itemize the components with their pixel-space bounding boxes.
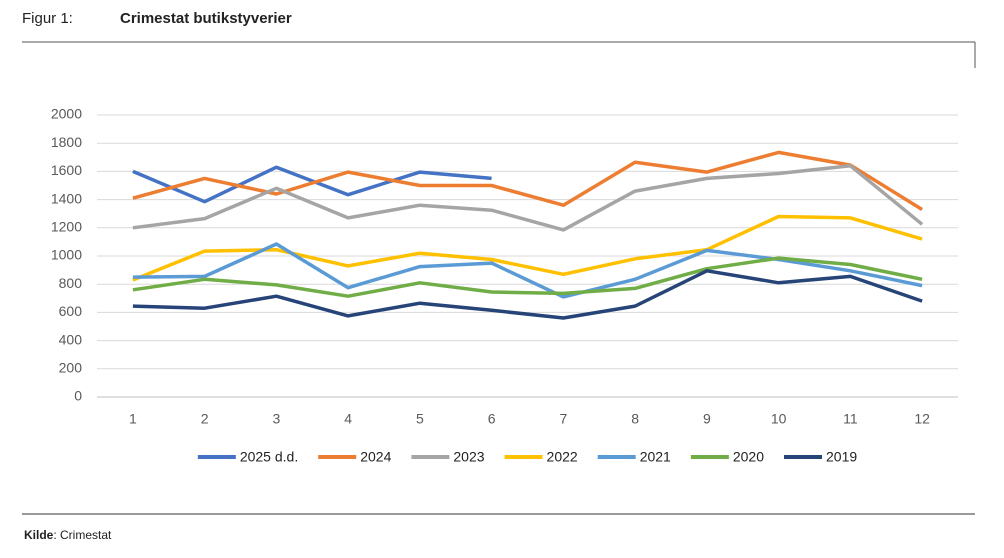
series-line bbox=[132, 269, 923, 320]
y-tick-label: 400 bbox=[59, 331, 83, 347]
y-tick-label: 1400 bbox=[51, 190, 82, 206]
series-line bbox=[132, 164, 924, 232]
series-line bbox=[132, 256, 923, 298]
y-tick-label: 2000 bbox=[51, 106, 82, 122]
y-tick-label: 800 bbox=[59, 275, 83, 291]
legend-label: 2025 d.d. bbox=[240, 449, 298, 465]
x-tick-label: 3 bbox=[272, 411, 280, 427]
x-tick-label: 2 bbox=[201, 411, 209, 427]
series-line bbox=[132, 150, 924, 211]
x-tick-label: 11 bbox=[843, 411, 858, 427]
x-tick-label: 8 bbox=[631, 411, 639, 427]
legend-label: 2024 bbox=[360, 449, 391, 465]
series-line bbox=[132, 214, 923, 282]
x-tick-label: 12 bbox=[914, 411, 930, 427]
y-tick-label: 0 bbox=[74, 388, 82, 404]
x-tick-label: 5 bbox=[416, 411, 424, 427]
series-line bbox=[132, 165, 492, 204]
y-tick-label: 1800 bbox=[51, 134, 82, 150]
legend-label: 2019 bbox=[826, 449, 857, 465]
x-tick-label: 6 bbox=[488, 411, 496, 427]
y-tick-label: 600 bbox=[59, 303, 83, 319]
x-tick-label: 10 bbox=[771, 411, 787, 427]
x-tick-label: 7 bbox=[559, 411, 567, 427]
x-tick-label: 9 bbox=[703, 411, 711, 427]
legend-label: 2020 bbox=[733, 449, 764, 465]
figure-label: Figur 1: bbox=[22, 10, 73, 27]
legend-label: 2021 bbox=[640, 449, 671, 465]
y-tick-label: 1000 bbox=[51, 247, 82, 263]
y-tick-label: 200 bbox=[59, 360, 83, 376]
source-text: : Crimestat bbox=[53, 528, 112, 542]
source: Kilde: Crimestat bbox=[24, 528, 112, 542]
chart-title: Crimestat butikstyverier bbox=[120, 10, 292, 27]
x-tick-label: 1 bbox=[129, 411, 137, 427]
legend-label: 2022 bbox=[547, 449, 578, 465]
series-line bbox=[132, 242, 923, 299]
source-label: Kilde bbox=[24, 528, 54, 542]
legend-label: 2023 bbox=[453, 449, 484, 465]
y-tick-label: 1600 bbox=[51, 162, 82, 178]
x-tick-label: 4 bbox=[344, 411, 352, 427]
y-tick-label: 1200 bbox=[51, 219, 82, 235]
